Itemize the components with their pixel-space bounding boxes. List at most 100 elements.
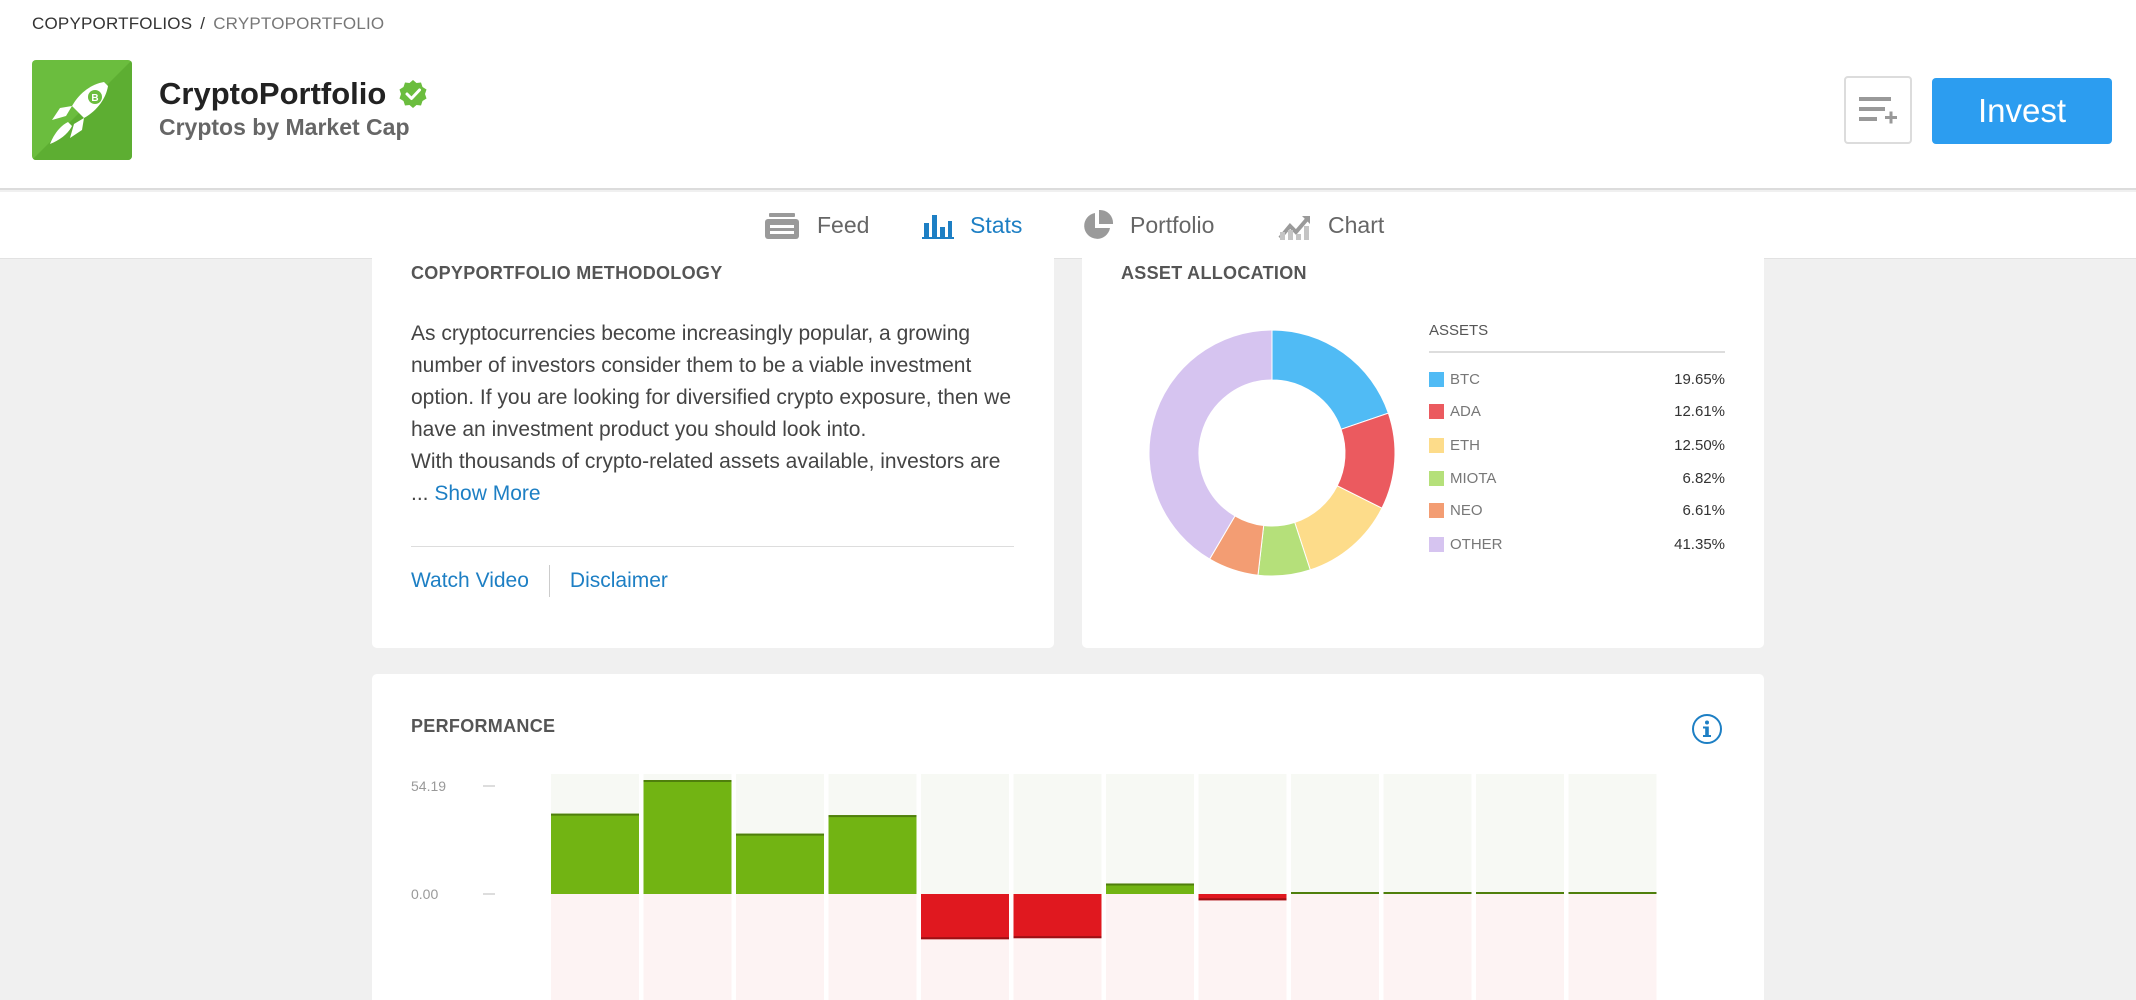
methodology-title: COPYPORTFOLIO METHODOLOGY: [411, 263, 723, 283]
feed-icon: [765, 212, 799, 239]
asset-row-neo: NEO 6.61%: [1429, 500, 1725, 520]
asset-row-miota: MIOTA 6.82%: [1429, 468, 1725, 488]
performance-bar-edge: [736, 833, 824, 836]
bar-column-bg-negative: [1291, 894, 1379, 1000]
bar-column-bg-negative: [1198, 894, 1287, 1000]
performance-bar[interactable]: [828, 815, 917, 894]
asset-percentage: 12.50%: [1674, 436, 1725, 454]
asset-swatch: [1429, 371, 1444, 387]
bar-column-bg-negative: [551, 894, 639, 1000]
asset-percentage: 41.35%: [1674, 535, 1725, 553]
bar-column-bg-negative: [1383, 894, 1472, 1000]
bar-column-bg-positive: [1106, 774, 1194, 894]
performance-bar[interactable]: [551, 813, 639, 894]
verified-icon: [399, 80, 427, 108]
watch-video-link[interactable]: Watch Video: [411, 569, 529, 592]
performance-bar[interactable]: [921, 894, 1009, 940]
asset-swatch: [1429, 470, 1444, 486]
bar-column-bg-negative: [1476, 894, 1564, 1000]
bar-column-bg-negative: [828, 894, 917, 1000]
chart-icon: [1278, 215, 1310, 240]
performance-card: PERFORMANCE 54.19 0.00: [372, 674, 1764, 1000]
performance-bar-edge: [1476, 892, 1564, 894]
asset-percentage: 12.61%: [1674, 402, 1725, 420]
asset-allocation-title: ASSET ALLOCATION: [1121, 263, 1307, 283]
breadcrumb-current: CRYPTOPORTFOLIO: [213, 14, 385, 33]
performance-bar[interactable]: [1013, 894, 1102, 939]
breadcrumb-root-link[interactable]: COPYPORTFOLIOS: [32, 14, 193, 33]
performance-bar-chart: 54.19 0.00: [411, 774, 1657, 1000]
methodology-card: COPYPORTFOLIO METHODOLOGY As cryptocurre…: [372, 245, 1054, 648]
allocation-donut-chart: [1148, 329, 1396, 577]
performance-bar-edge: [1106, 883, 1194, 886]
disclaimer-link[interactable]: Disclaimer: [569, 569, 668, 592]
donut-slice-other[interactable]: [1148, 329, 1273, 560]
tab-portfolio[interactable]: Portfolio: [1080, 192, 1214, 259]
bar-column-bg-negative: [1568, 894, 1657, 1000]
asset-percentage: 6.61%: [1682, 501, 1725, 519]
portfolio-subtitle: Cryptos by Market Cap: [159, 114, 410, 140]
asset-percentage: 19.65%: [1674, 370, 1725, 388]
asset-row-ada: ADA 12.61%: [1429, 401, 1725, 421]
methodology-paragraph: As cryptocurrencies become increasingly …: [411, 322, 1011, 441]
tab-stats-label: Stats: [970, 212, 1023, 238]
tab-bar: Feed Stats Portfolio Chart: [0, 192, 2136, 259]
methodology-ellipsis: ...: [411, 482, 429, 505]
performance-bar[interactable]: [643, 780, 732, 894]
bar-column-bg-positive: [1476, 774, 1564, 894]
tab-feed[interactable]: Feed: [763, 192, 869, 259]
asset-allocation-card: ASSET ALLOCATION ASSETS BTC 19.65% ADA 12.6…: [1082, 245, 1764, 648]
bar-column-bg-positive: [1383, 774, 1472, 894]
tab-chart-label: Chart: [1328, 212, 1385, 238]
tab-chart[interactable]: Chart: [1278, 192, 1384, 259]
svg-text:B: B: [91, 93, 98, 104]
performance-bar-edge: [643, 780, 732, 782]
asset-row-btc: BTC 19.65%: [1429, 369, 1725, 389]
asset-name: ETH: [1450, 436, 1480, 454]
y-tick-label: 54.19: [411, 778, 446, 794]
methodology-divider: [411, 546, 1014, 547]
performance-bar-edge: [828, 815, 917, 818]
asset-name: NEO: [1450, 501, 1483, 519]
portfolio-header: COPYPORTFOLIOS / CRYPTOPORTFOLIO B CryptoP…: [0, 0, 2136, 190]
portfolio-title: CryptoPortfolio: [159, 76, 387, 111]
bar-column-bg-negative: [1106, 894, 1194, 1000]
performance-bar[interactable]: [736, 833, 824, 894]
add-to-watchlist-button[interactable]: [1844, 76, 1912, 144]
bar-column-bg-positive: [921, 774, 1009, 894]
asset-name: BTC: [1450, 370, 1480, 388]
donut-slice-btc[interactable]: [1271, 329, 1389, 430]
y-tick-label: 0.00: [411, 886, 438, 902]
links-divider: [548, 565, 550, 597]
tab-feed-label: Feed: [817, 212, 870, 238]
performance-bar-edge: [1291, 892, 1379, 894]
breadcrumb-separator: /: [200, 14, 206, 33]
portfolio-pie-icon: [1084, 209, 1114, 239]
bar-column-bg-positive: [1291, 774, 1379, 894]
asset-name: ADA: [1450, 402, 1481, 420]
performance-title: PERFORMANCE: [411, 716, 556, 736]
methodology-text: As cryptocurrencies become increasingly …: [411, 318, 1011, 510]
breadcrumb: COPYPORTFOLIOS / CRYPTOPORTFOLIO: [32, 14, 384, 34]
rocket-logo-icon: B: [32, 60, 132, 160]
asset-name: MIOTA: [1450, 469, 1497, 487]
show-more-link[interactable]: Show More: [434, 482, 541, 505]
bar-column-bg-positive: [1013, 774, 1102, 894]
tab-stats[interactable]: Stats: [922, 192, 1022, 259]
asset-swatch: [1429, 437, 1444, 453]
performance-bar-edge: [1013, 936, 1102, 939]
performance-bar-edge: [1198, 898, 1287, 901]
bar-column-bg-positive: [1198, 774, 1287, 894]
asset-name: OTHER: [1450, 535, 1503, 553]
asset-swatch: [1429, 403, 1444, 419]
asset-row-eth: ETH 12.50%: [1429, 435, 1725, 455]
performance-bar-edge: [921, 937, 1009, 940]
info-icon[interactable]: [1691, 713, 1723, 745]
performance-bar-edge: [1383, 892, 1472, 894]
performance-bar-edge: [551, 813, 639, 816]
bar-column-bg-positive: [1568, 774, 1657, 894]
asset-percentage: 6.82%: [1682, 469, 1725, 487]
performance-bar[interactable]: [1198, 894, 1287, 901]
invest-button[interactable]: Invest: [1932, 78, 2112, 144]
performance-bar[interactable]: [1106, 883, 1194, 894]
